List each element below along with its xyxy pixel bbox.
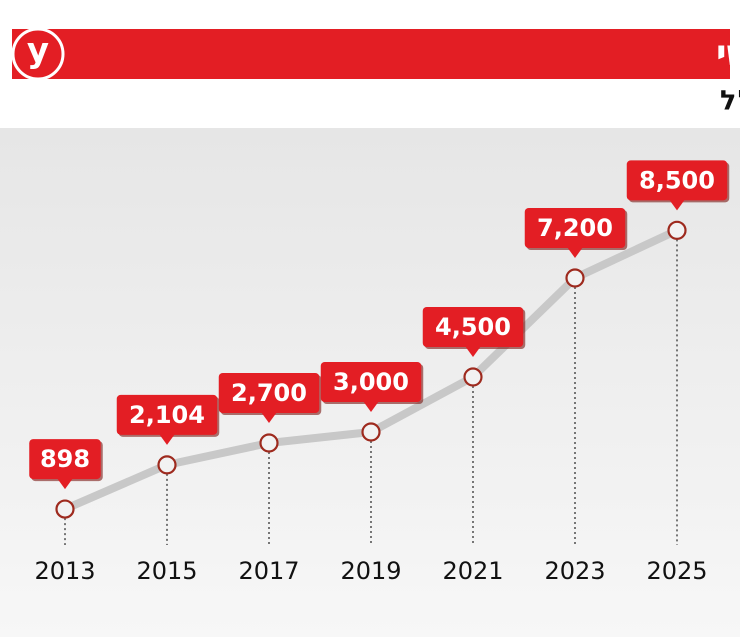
value-label: 4,500 xyxy=(435,313,511,341)
label-box xyxy=(422,307,524,347)
data-point xyxy=(361,422,381,442)
x-tick-label: 2019 xyxy=(340,557,401,585)
x-tick-label: 2013 xyxy=(34,557,95,585)
value-label: 8,500 xyxy=(639,166,715,194)
label-box xyxy=(524,208,626,248)
label-pointer xyxy=(159,433,175,445)
data-point xyxy=(565,268,585,288)
data-point xyxy=(667,220,687,240)
label-box xyxy=(116,394,218,435)
label-box xyxy=(29,439,101,480)
value-label: 898 xyxy=(40,445,90,473)
logo-circle xyxy=(11,27,65,81)
value-label: 3,000 xyxy=(333,368,409,396)
label-pointer xyxy=(567,247,583,258)
value-label: 7,200 xyxy=(537,214,613,242)
chart-subtitle: תוך 12 שנים: הזינוק במספר הלוחמות בצה"ל xyxy=(720,86,740,117)
label-pointer xyxy=(57,478,73,490)
header-bar xyxy=(12,29,730,79)
label-pointer xyxy=(669,199,685,211)
x-tick-label: 2015 xyxy=(136,557,197,585)
value-label: 2,104 xyxy=(129,401,205,429)
data-point xyxy=(157,455,177,475)
value-label: 2,700 xyxy=(231,379,307,407)
data-point xyxy=(259,433,279,453)
label-box xyxy=(320,362,422,402)
label-pointer xyxy=(261,412,277,423)
label-pointer xyxy=(363,401,379,412)
chart-title: כוח נשי xyxy=(716,33,740,74)
label-box xyxy=(626,160,728,201)
x-tick-label: 2023 xyxy=(544,557,605,585)
x-tick-label: 2021 xyxy=(442,557,503,585)
data-point xyxy=(463,367,483,387)
data-point xyxy=(55,499,75,519)
label-pointer xyxy=(465,346,481,357)
x-tick-label: 2025 xyxy=(646,557,707,585)
label-box xyxy=(218,373,320,413)
logo: y xyxy=(27,31,49,71)
x-tick-label: 2017 xyxy=(238,557,299,585)
